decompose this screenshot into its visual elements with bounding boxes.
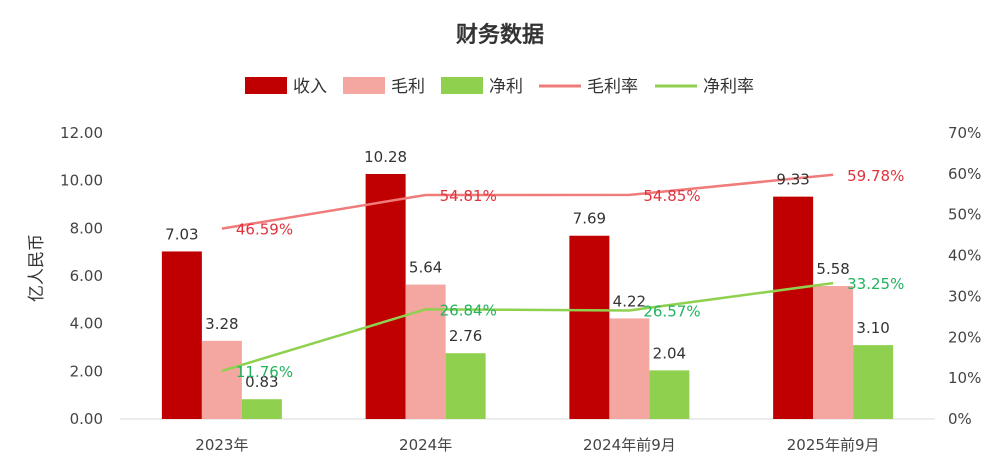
bar <box>813 286 854 419</box>
bar-value-label: 5.64 <box>409 259 442 277</box>
y2-tick-label: 70% <box>948 124 981 142</box>
bar-value-label: 2.76 <box>449 327 482 345</box>
y-tick-label: 0.00 <box>70 410 103 428</box>
bar <box>405 284 446 419</box>
bar <box>569 235 610 419</box>
bar-value-label: 5.58 <box>816 260 849 278</box>
x-tick-label: 2024年 <box>399 436 452 454</box>
y2-tick-label: 10% <box>948 369 981 387</box>
bar <box>773 196 814 419</box>
legend-item-label: 收入 <box>293 77 327 97</box>
legend-swatch <box>343 77 385 94</box>
x-tick-label: 2024年前9月 <box>583 436 676 454</box>
bars <box>161 173 894 419</box>
data-labels: 7.03 10.28 7.69 9.33 3.28 5.64 4.22 5.58 0.83 2.7… <box>165 148 904 391</box>
line-value-label: 33.25% <box>847 275 904 293</box>
bar-value-label: 9.33 <box>776 171 809 189</box>
bar <box>609 318 650 419</box>
legend-item-label: 毛利 <box>391 77 425 97</box>
bar <box>161 251 202 419</box>
line-series <box>221 281 834 373</box>
axes: 0.00 2.00 4.00 6.00 8.00 10.00 12.00 0% 10% 20% 30… <box>60 124 981 454</box>
lines <box>221 173 834 373</box>
bar-value-label: 4.22 <box>613 292 646 310</box>
x-tick-label: 2025年前9月 <box>787 436 880 454</box>
line-value-label: 46.59% <box>236 221 293 239</box>
line-value-label: 54.85% <box>643 187 700 205</box>
legend-swatch <box>441 77 483 94</box>
y-tick-label: 4.00 <box>70 315 103 333</box>
bar <box>445 353 486 419</box>
chart-title: 财务数据 <box>456 22 544 48</box>
y2-tick-label: 50% <box>948 206 981 224</box>
bar-value-label: 10.28 <box>364 148 407 166</box>
bar <box>365 173 406 419</box>
bar <box>201 340 242 419</box>
y-tick-label: 12.00 <box>60 124 103 142</box>
y2-tick-label: 20% <box>948 328 981 346</box>
y2-tick-label: 30% <box>948 287 981 305</box>
bar-value-label: 7.03 <box>165 225 198 243</box>
legend-item-label: 净利 <box>489 77 523 97</box>
bar-value-label: 3.10 <box>856 319 889 337</box>
legend-swatch <box>245 77 287 94</box>
line-value-label: 26.57% <box>643 302 700 320</box>
y-tick-label: 2.00 <box>70 362 103 380</box>
line-value-label: 26.84% <box>440 301 497 319</box>
bar-value-label: 0.83 <box>245 373 278 391</box>
y-tick-label: 6.00 <box>70 267 103 285</box>
bar-value-label: 2.04 <box>653 344 686 362</box>
line-value-label: 59.78% <box>847 167 904 185</box>
x-tick-label: 2023年 <box>195 436 248 454</box>
line-value-label: 54.81% <box>440 187 497 205</box>
y-tick-label: 10.00 <box>60 172 103 190</box>
y2-tick-label: 60% <box>948 165 981 183</box>
bar <box>649 370 690 419</box>
line-series <box>221 173 834 230</box>
bar <box>853 345 894 419</box>
y2-tick-label: 0% <box>948 410 972 428</box>
bar-value-label: 3.28 <box>205 315 238 333</box>
legend-item-label: 净利率 <box>703 77 754 97</box>
y-tick-label: 8.00 <box>70 219 103 237</box>
bar <box>241 399 282 419</box>
line-value-label: 11.76% <box>236 363 293 381</box>
legend: 收入 毛利 净利 毛利率 净利率 <box>245 77 754 97</box>
y-axis-label: 亿人民币 <box>27 234 47 302</box>
bar-value-label: 7.69 <box>573 210 606 228</box>
y2-tick-label: 40% <box>948 247 981 265</box>
legend-item-label: 毛利率 <box>587 77 638 97</box>
